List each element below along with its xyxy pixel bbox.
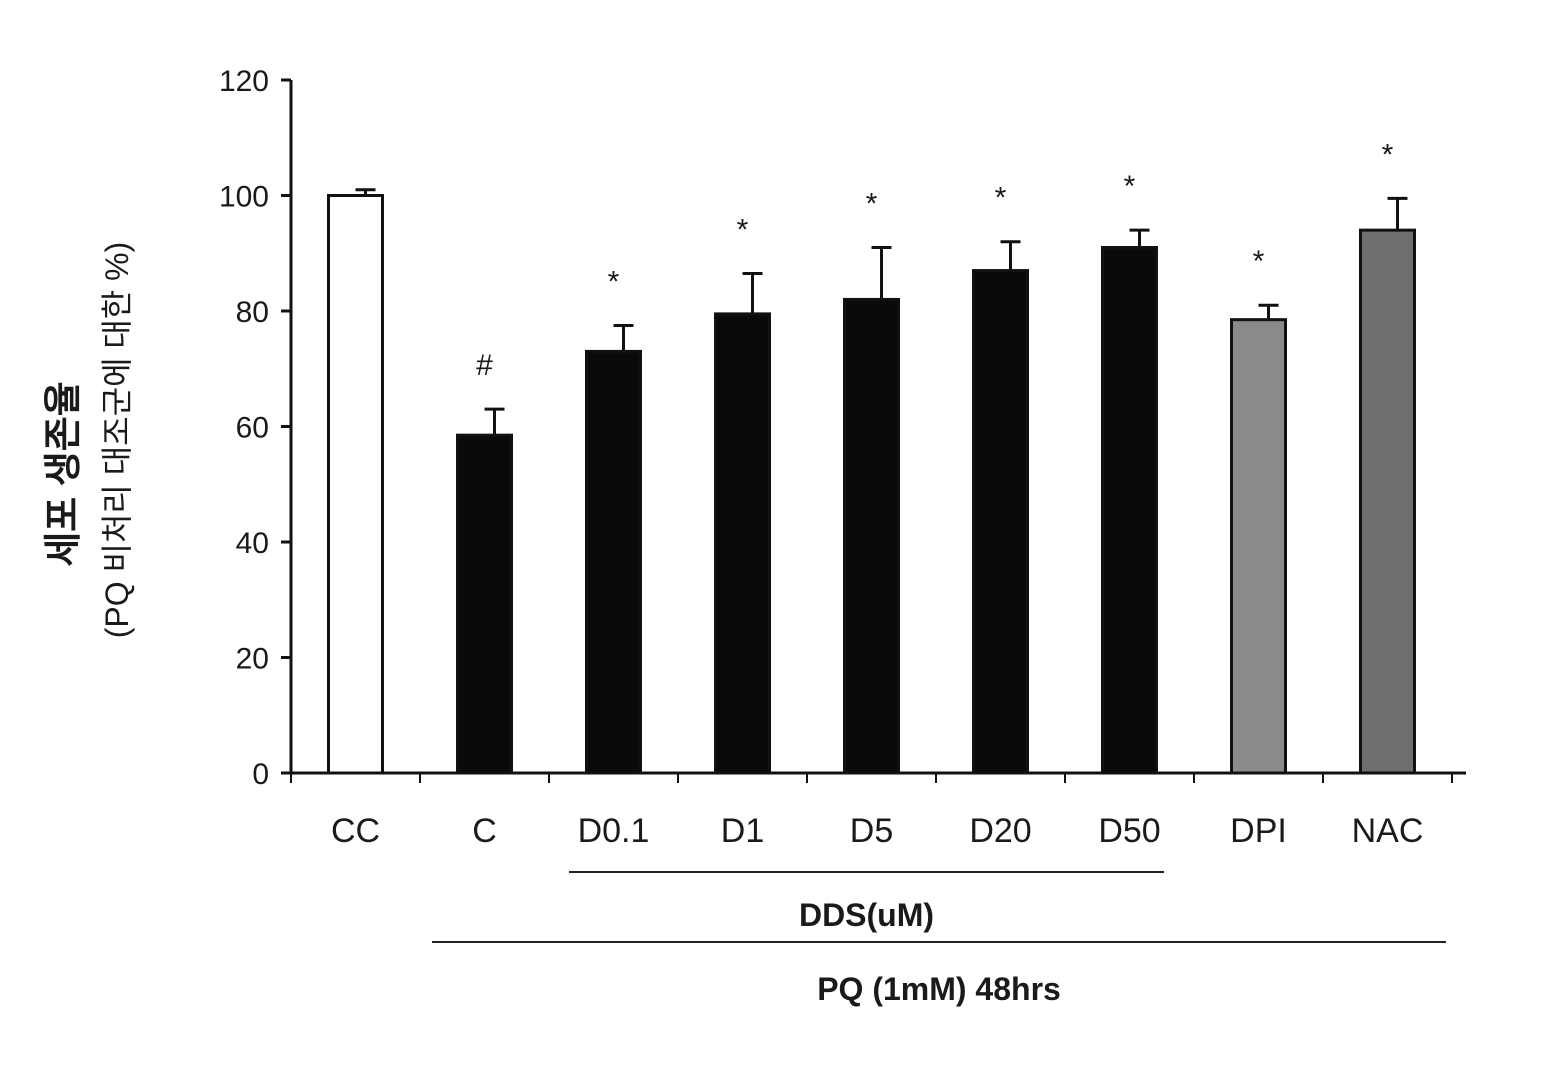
bar-nac bbox=[1361, 230, 1415, 773]
bar-d50 bbox=[1103, 247, 1157, 773]
significance-marker: * bbox=[737, 213, 749, 246]
y-axis-title: 세포 생존율 bbox=[43, 381, 85, 566]
x-category-label: CC bbox=[331, 812, 380, 850]
y-tick-label: 20 bbox=[236, 643, 269, 676]
significance-marker: * bbox=[1382, 138, 1394, 171]
x-category-label: D0.1 bbox=[578, 812, 650, 850]
significance-marker: * bbox=[1253, 245, 1265, 278]
significance-marker: * bbox=[608, 265, 620, 298]
x-category-label: DPI bbox=[1230, 812, 1287, 850]
group-label: DDS(uM) bbox=[799, 897, 934, 933]
x-category-label: D1 bbox=[721, 812, 764, 850]
bar-cc bbox=[329, 196, 383, 774]
bar-d1 bbox=[716, 314, 770, 773]
y-axis-subtitle: (PQ 비처리 대조군에 대한 %) bbox=[99, 242, 135, 639]
bar-d5 bbox=[845, 299, 899, 773]
bar-c bbox=[458, 435, 512, 773]
bars bbox=[329, 190, 1415, 773]
y-tick-label: 0 bbox=[252, 758, 269, 791]
y-axis-title-group: 세포 생존율 (PQ 비처리 대조군에 대한 %) bbox=[43, 242, 135, 639]
y-tick-label: 80 bbox=[236, 296, 269, 329]
y-tick-label: 120 bbox=[219, 65, 269, 98]
x-category-label: D20 bbox=[969, 812, 1031, 850]
bar-d01 bbox=[587, 351, 641, 773]
bar-d20 bbox=[974, 271, 1028, 773]
x-category-label: D50 bbox=[1098, 812, 1160, 850]
significance-marker: * bbox=[1124, 170, 1136, 203]
significance-marker: # bbox=[476, 349, 493, 382]
group-label: PQ (1mM) 48hrs bbox=[817, 971, 1061, 1007]
y-tick-label: 60 bbox=[236, 412, 269, 445]
x-category-label: D5 bbox=[850, 812, 893, 850]
significance-marker: * bbox=[995, 182, 1007, 215]
x-category-label: NAC bbox=[1352, 812, 1424, 850]
y-tick-label: 40 bbox=[236, 527, 269, 560]
bar-dpi bbox=[1232, 320, 1286, 773]
significance-marker: * bbox=[866, 187, 878, 220]
x-category-label: C bbox=[472, 812, 497, 850]
y-tick-label: 100 bbox=[219, 181, 269, 214]
